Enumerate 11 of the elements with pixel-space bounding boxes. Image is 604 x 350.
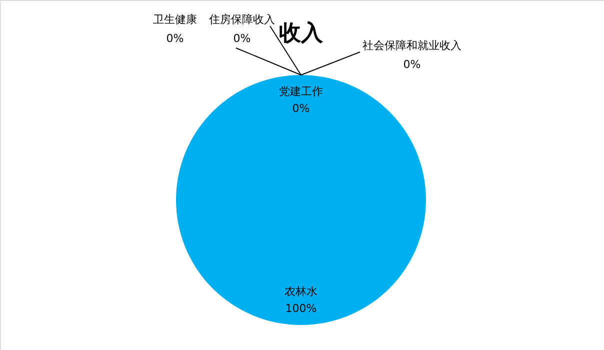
slice-label: 农林水 <box>284 285 318 298</box>
text: 0% <box>403 58 421 71</box>
category-label: 社会保障和就业收入 <box>362 39 462 52</box>
text: 0% <box>166 32 184 45</box>
category-label: 卫生健康 <box>153 13 197 26</box>
chart-title: 收入 <box>279 21 324 46</box>
data-label: 100% <box>285 302 317 315</box>
text: 0% <box>233 32 251 45</box>
text: 0% <box>292 102 310 115</box>
category-label: 党建工作 <box>279 85 323 98</box>
category-label: 住房保障收入 <box>209 13 275 26</box>
